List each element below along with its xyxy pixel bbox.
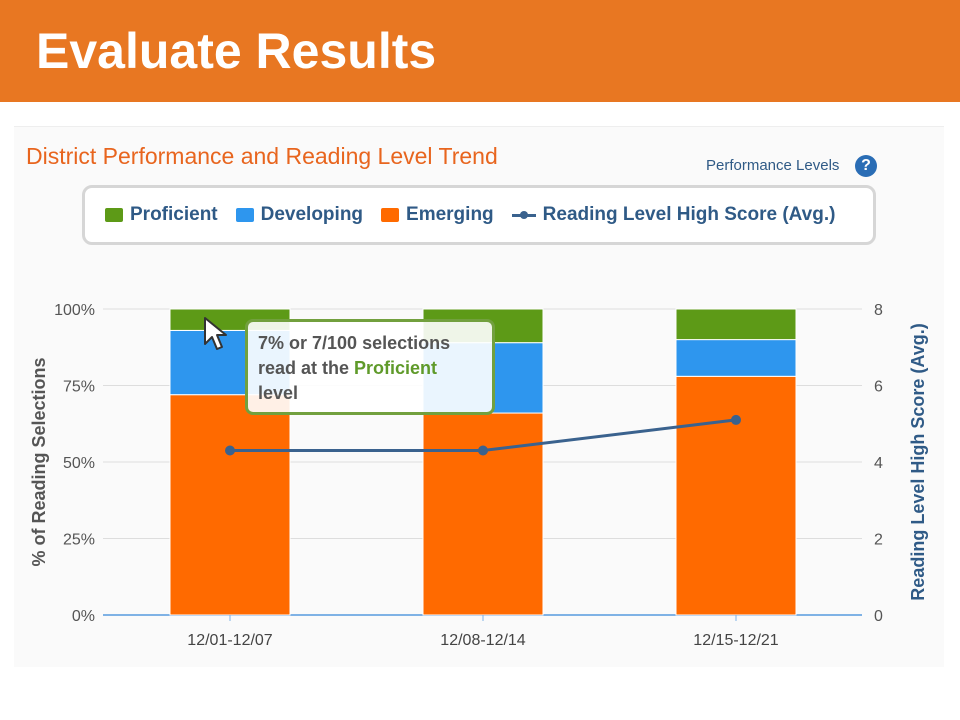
legend-item-reading-level[interactable]: Reading Level High Score (Avg.) (511, 204, 836, 226)
legend-label-emerging: Emerging (406, 204, 494, 225)
x-tick-label: 12/01-12/07 (187, 632, 273, 649)
x-tick-label: 12/08-12/14 (440, 632, 526, 649)
developing-swatch-icon (235, 208, 254, 222)
y-tick-label: 100% (54, 302, 95, 319)
tooltip-line-2-prefix: read at the (258, 358, 355, 378)
chart-legend: Proficient Developing Emerging Reading L… (82, 185, 876, 245)
tooltip-line-1: 7% or 7/100 selections (258, 333, 451, 353)
reading-level-point (478, 445, 488, 456)
chart-tooltip: 7% or 7/100 selections read at the Profi… (245, 319, 495, 415)
y-axis-title: % of Reading Selections (29, 357, 49, 566)
y-tick-label: 75% (63, 379, 95, 396)
y2-tick-label: 0 (874, 608, 883, 625)
legend-item-developing[interactable]: Developing (235, 204, 364, 226)
mouse-cursor-icon (204, 317, 227, 350)
slide-header: Evaluate Results (0, 0, 960, 102)
bar-proficient (675, 308, 797, 341)
legend-label-proficient: Proficient (130, 204, 218, 225)
y-tick-label: 50% (63, 455, 95, 472)
bar-emerging (169, 394, 291, 616)
y2-tick-label: 4 (874, 455, 883, 472)
help-icon[interactable]: ? (855, 155, 877, 177)
tooltip-proficient-highlight: Proficient (354, 358, 438, 378)
x-tick-label: 12/15-12/21 (693, 632, 779, 649)
bar-developing (675, 339, 797, 377)
y-tick-label: 0% (72, 608, 95, 625)
tooltip-line-3: level (258, 383, 299, 403)
y2-axis-title: Reading Level High Score (Avg.) (908, 323, 928, 600)
y2-tick-label: 8 (874, 302, 883, 319)
line-marker-icon (511, 208, 536, 222)
legend-item-emerging[interactable]: Emerging (381, 204, 494, 226)
reading-level-point (225, 445, 235, 456)
slide-title: Evaluate Results (36, 23, 437, 79)
performance-levels-link[interactable]: Performance Levels (706, 157, 840, 174)
legend-label-developing: Developing (260, 204, 364, 225)
y2-tick-label: 2 (874, 532, 883, 549)
y2-tick-label: 6 (874, 379, 883, 396)
y-tick-label: 25% (63, 532, 95, 549)
chart-title: District Performance and Reading Level T… (26, 143, 498, 169)
legend-label-reading-level: Reading Level High Score (Avg.) (542, 204, 836, 225)
emerging-swatch-icon (381, 208, 400, 222)
tooltip-line-2: read at the Proficient (258, 356, 482, 381)
proficient-swatch-icon (105, 208, 123, 222)
bar-emerging (422, 412, 544, 616)
reading-level-point (731, 414, 741, 425)
legend-item-proficient[interactable]: Proficient (105, 204, 218, 226)
bar-emerging (675, 375, 797, 616)
